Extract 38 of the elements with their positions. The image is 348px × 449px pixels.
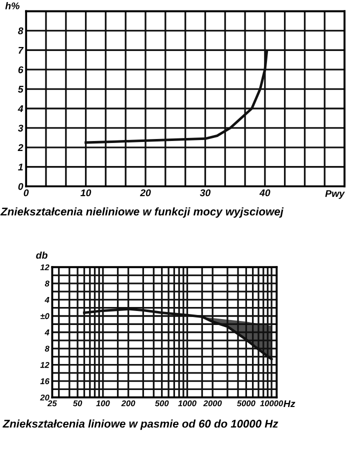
y-tick-label: 12: [40, 264, 50, 270]
y-tick-label: 12: [40, 362, 50, 368]
y-tick-label: 8: [18, 27, 24, 34]
x-tick-label: 10: [80, 189, 92, 196]
text: Zniekształcenia nieliniowe w funkcji mocy wyjsciowej: [0, 207, 284, 218]
y-tick-label: 3: [18, 124, 24, 132]
x-axis-title: Hz: [284, 400, 296, 408]
x-tick-label: 50: [73, 400, 82, 406]
y-axis-title: h%: [5, 2, 20, 10]
y-tick-label: 5: [18, 86, 24, 93]
y-tick-label: 16: [40, 378, 50, 384]
x-tick-label: 100: [96, 400, 110, 406]
y-tick-label: 8: [44, 280, 50, 287]
x-tick-label: 30: [200, 189, 211, 196]
x-tick-label: 5000: [236, 400, 256, 406]
y-axis-title: db: [36, 252, 48, 259]
x-tick-label: 500: [155, 400, 169, 406]
y-tick-label: 4: [44, 330, 50, 336]
x-tick-label: 10000: [260, 400, 284, 406]
x-tick-label: 1000: [178, 400, 196, 406]
y-tick-label: ±0: [40, 313, 50, 320]
y-tick-label: 1: [18, 164, 23, 170]
x-tick-label: 40: [259, 189, 270, 196]
y-tick-label: 0: [18, 183, 24, 190]
y-tick-label: 20: [40, 394, 50, 400]
y-tick-label: 4: [44, 296, 50, 303]
y-tick-label: 8: [44, 346, 50, 352]
x-axis-title: Pwy: [325, 190, 345, 199]
y-tick-label: 6: [18, 66, 24, 74]
y-tick-label: 4: [18, 105, 24, 112]
x-tick-label: 20: [140, 189, 151, 196]
x-tick-label: 25: [47, 400, 57, 406]
y-tick-label: 7: [18, 46, 24, 54]
x-tick-label: 0: [24, 189, 29, 196]
x-tick-label: 200: [121, 400, 136, 406]
y-tick-label: 2: [18, 144, 24, 151]
x-tick-label: 2000: [203, 400, 222, 406]
text: Zniekształcenia liniowe w pasmie od 60 do 10000 Hz: [2, 420, 278, 430]
